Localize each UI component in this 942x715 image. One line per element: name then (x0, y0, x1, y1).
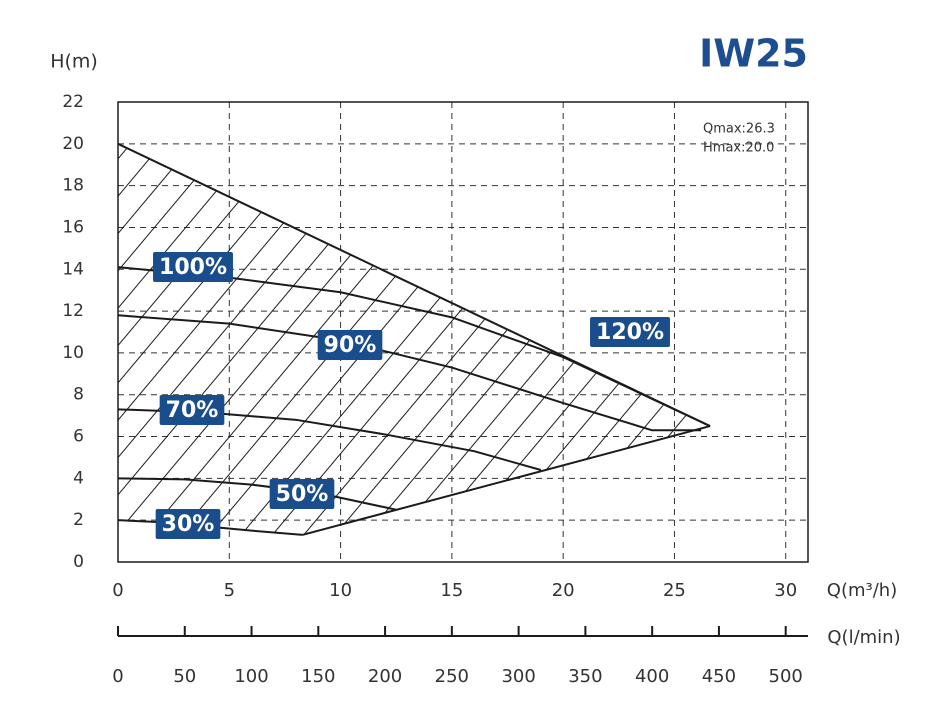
label-badge (153, 252, 233, 282)
x-tick-label: 30 (774, 580, 797, 601)
curve-label-text: 90% (324, 333, 377, 358)
annotation: Qmax:26.3 (703, 122, 775, 137)
x2-tick-label: 50 (173, 666, 196, 687)
x-tick-label: 10 (329, 580, 352, 601)
curve-label: 90% (317, 330, 383, 360)
x-tick-label: 20 (552, 580, 575, 601)
x2-tick-label: 250 (435, 666, 469, 687)
chart-title: IW25 (699, 32, 808, 76)
y-tick-label: 12 (62, 301, 84, 321)
label-badge (159, 395, 225, 425)
curve-label: 100% (153, 252, 233, 282)
y-tick-label: 22 (62, 92, 84, 112)
y-axis-label: H(m) (50, 51, 98, 73)
label-badge (317, 330, 383, 360)
curve-label-text: 50% (276, 482, 329, 507)
x-tick-label: 5 (224, 580, 235, 601)
x2-tick-label: 400 (635, 666, 669, 687)
label-badge (155, 509, 221, 539)
curve-label-text: 30% (162, 512, 215, 537)
curve-label: 30% (155, 509, 221, 539)
curve-label: 50% (269, 479, 335, 509)
curve-label-text: 120% (596, 320, 664, 345)
y-tick-label: 8 (73, 385, 84, 405)
label-badge (269, 479, 335, 509)
x2-tick-label: 350 (568, 666, 602, 687)
curve (117, 314, 702, 432)
y-tick-label: 2 (73, 510, 84, 530)
x-axis-label: Q(m³/h) (827, 580, 897, 601)
y-tick-label: 18 (62, 176, 84, 196)
operating-region (118, 143, 711, 535)
curve-label: 70% (159, 395, 225, 425)
x-tick-label: 25 (663, 580, 686, 601)
y-tick-label: 10 (62, 343, 84, 363)
x-tick-label: 15 (440, 580, 463, 601)
x2-tick-label: 0 (112, 666, 123, 687)
y-tick-label: 16 (62, 217, 84, 237)
min-curve (302, 425, 711, 536)
x2-tick-label: 450 (702, 666, 736, 687)
x2-tick-label: 500 (769, 666, 803, 687)
label-badge (590, 317, 670, 347)
x2-tick-label: 100 (234, 666, 268, 687)
y-tick-label: 20 (62, 134, 84, 154)
curve (117, 142, 711, 427)
curve-label-text: 100% (159, 255, 227, 280)
curve-label: 120% (590, 317, 670, 347)
y-tick-label: 14 (62, 259, 84, 279)
curve (117, 477, 397, 511)
y-tick-label: 4 (73, 468, 84, 488)
x2-tick-label: 200 (368, 666, 402, 687)
x2-tick-label: 300 (501, 666, 535, 687)
y-tick-label: 0 (73, 552, 84, 572)
x2-tick-label: 150 (301, 666, 335, 687)
x2-axis-label: Q(l/min) (827, 627, 900, 648)
x-tick-label: 0 (112, 580, 123, 601)
annotation: Hmax:20.0 (703, 141, 774, 156)
y-tick-label: 6 (73, 427, 84, 447)
plot-frame (117, 101, 809, 563)
curve-label-text: 70% (166, 398, 219, 423)
